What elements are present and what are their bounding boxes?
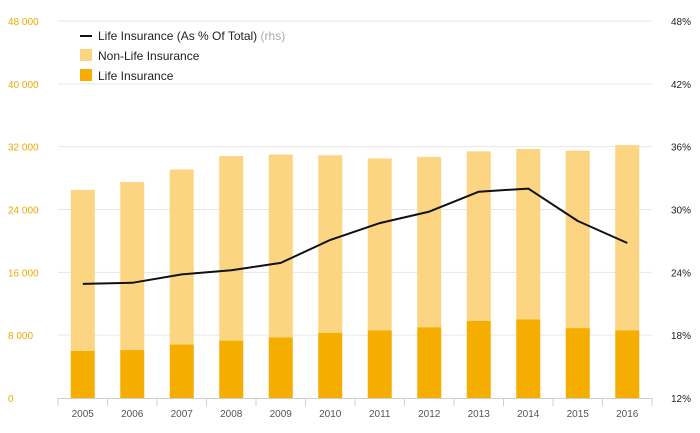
bar-non-life bbox=[615, 145, 640, 331]
legend: Life Insurance (As % Of Total) (rhs) Non… bbox=[80, 29, 285, 83]
x-tick-label: 2010 bbox=[319, 409, 342, 420]
x-tick-label: 2009 bbox=[270, 409, 293, 420]
x-axis-ticks: 2005 2006 2007 2008 2009 2010 2011 2012 2013 2014… bbox=[72, 409, 639, 420]
bar-life bbox=[466, 321, 491, 398]
legend-label-non-life: Non-Life Insurance bbox=[98, 49, 200, 63]
legend-swatch-life bbox=[80, 69, 92, 81]
left-axis-ticks: 0 8 000 16 000 24 000 32 000 40 000 48 000 bbox=[8, 17, 39, 405]
bar-life bbox=[516, 319, 541, 398]
y-right-tick-label: 30% bbox=[671, 206, 691, 217]
bar-non-life bbox=[120, 182, 145, 351]
bar-non-life bbox=[268, 154, 293, 338]
legend-label-line-pct: Life Insurance (As % Of Total) (rhs) bbox=[98, 29, 285, 43]
bar-life bbox=[120, 350, 145, 398]
bar-life bbox=[219, 340, 244, 398]
x-tick-label: 2011 bbox=[369, 409, 391, 420]
bar-life bbox=[70, 350, 95, 398]
x-tick-label: 2005 bbox=[72, 409, 95, 420]
y-left-tick-label: 16 000 bbox=[8, 268, 39, 279]
x-tick-label: 2016 bbox=[616, 409, 639, 420]
x-tick-label: 2013 bbox=[468, 409, 491, 420]
x-tick-label: 2014 bbox=[517, 409, 540, 420]
x-tick-label: 2006 bbox=[121, 409, 144, 420]
bar-non-life bbox=[516, 149, 541, 320]
y-right-tick-label: 24% bbox=[671, 268, 691, 279]
x-tick-label: 2015 bbox=[567, 409, 590, 420]
legend-label-line-name: Life Insurance (As % Of Total) bbox=[98, 29, 257, 43]
y-right-tick-label: 42% bbox=[671, 80, 691, 91]
gridlines bbox=[58, 20, 652, 336]
y-right-tick-label: 18% bbox=[671, 331, 691, 342]
y-left-tick-label: 40 000 bbox=[8, 80, 39, 91]
x-tick-label: 2007 bbox=[171, 409, 194, 420]
bar-non-life bbox=[219, 156, 244, 341]
right-axis-ticks: 12% 18% 24% 30% 36% 42% 48% bbox=[671, 17, 691, 405]
line-life-pct bbox=[82, 187, 628, 285]
y-right-tick-label: 36% bbox=[671, 143, 691, 154]
bar-non-life bbox=[565, 150, 590, 329]
bar-life bbox=[318, 332, 343, 398]
y-left-tick-label: 8 000 bbox=[8, 331, 33, 342]
y-right-tick-label: 48% bbox=[671, 17, 691, 28]
y-left-tick-label: 24 000 bbox=[8, 206, 39, 217]
legend-label-line-suffix: (rhs) bbox=[261, 29, 286, 43]
x-axis-baseline bbox=[57, 398, 653, 406]
y-left-tick-label: 0 bbox=[8, 394, 14, 405]
legend-label-life: Life Insurance bbox=[98, 69, 174, 83]
bar-series bbox=[70, 145, 640, 398]
bar-life bbox=[615, 330, 640, 398]
bar-non-life bbox=[169, 169, 194, 345]
y-left-tick-label: 48 000 bbox=[8, 17, 39, 28]
bar-life bbox=[565, 328, 590, 398]
x-tick-label: 2012 bbox=[418, 409, 441, 420]
x-tick-label: 2008 bbox=[220, 409, 243, 420]
bar-life bbox=[169, 344, 194, 398]
bar-non-life bbox=[466, 151, 491, 322]
bar-non-life bbox=[70, 189, 95, 351]
bar-non-life bbox=[417, 156, 442, 328]
bar-life bbox=[268, 337, 293, 398]
bar-life bbox=[417, 327, 442, 398]
line-series bbox=[82, 187, 628, 285]
y-left-tick-label: 32 000 bbox=[8, 143, 39, 154]
bar-non-life bbox=[367, 158, 392, 331]
y-right-tick-label: 12% bbox=[671, 394, 691, 405]
bar-life bbox=[367, 330, 392, 398]
legend-swatch-non-life bbox=[80, 49, 92, 61]
